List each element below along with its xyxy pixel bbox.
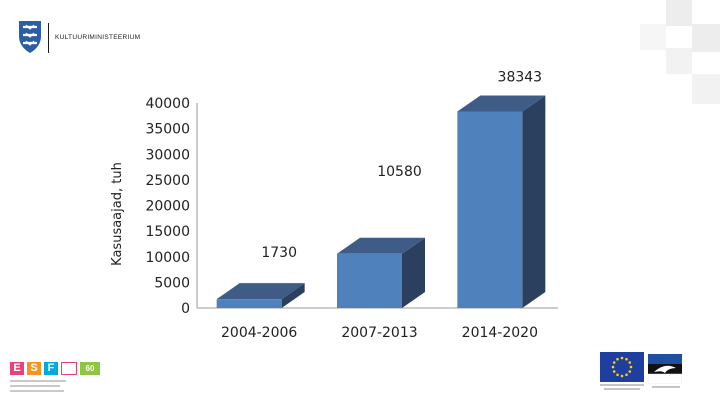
bars (216, 95, 546, 308)
eu-logos (600, 352, 690, 394)
eu-star (620, 374, 624, 378)
eu-star (620, 356, 624, 360)
esf-caption-line (10, 390, 64, 392)
eu-star (612, 370, 616, 373)
esf-letter-e: E (10, 362, 24, 375)
data-labels: 1730 10580 38343 (261, 69, 542, 261)
y-tick-label: 15000 (145, 224, 190, 240)
ministry-name: KULTUURIMINISTEERIUM (55, 34, 141, 41)
bar (457, 95, 546, 308)
data-label: 10580 (377, 164, 422, 180)
x-tick-label: 2004-2006 (221, 325, 297, 341)
eu-star (628, 370, 632, 373)
eu-star (625, 373, 628, 377)
esf-caption-line (10, 380, 66, 382)
data-label: 38343 (498, 69, 543, 85)
logo-divider (48, 23, 49, 53)
esf-logo: E S F 60 (10, 362, 102, 400)
bar-side-face (281, 283, 305, 308)
esf-60-badge: 60 (80, 362, 100, 375)
eu-star (611, 365, 615, 369)
eu-flag-icon (600, 352, 644, 382)
esf-letter-f: F (44, 362, 58, 375)
bar-top-face (216, 283, 305, 300)
eu-caption-line (600, 384, 644, 386)
data-label: 1730 (261, 245, 297, 261)
esf-letter-s: S (27, 362, 41, 375)
eu-caption-line (604, 388, 640, 390)
bar-front-face (216, 299, 282, 308)
bar-front-face (457, 111, 523, 308)
y-ticks: 0 5000 10000 15000 20000 25000 30000 35000 40000 (145, 96, 190, 317)
bar (216, 283, 305, 308)
y-tick-label: 0 (181, 301, 190, 317)
bar-side-face (402, 237, 425, 308)
y-axis-label: Kasusaajad, tuh (110, 162, 125, 266)
eu-star (616, 357, 619, 361)
bar-top-face (457, 95, 546, 112)
bar-side-face (522, 95, 546, 308)
y-tick-label: 40000 (145, 96, 190, 112)
esf-caption-line (10, 385, 60, 387)
eu-star (616, 373, 619, 377)
x-tick-label: 2014-2020 (462, 325, 538, 341)
partner-caption-line (652, 386, 680, 388)
estonian-coat-of-arms-icon (19, 21, 41, 53)
x-tick-label: 2007-2013 (341, 325, 417, 341)
y-tick-label: 35000 (145, 122, 190, 138)
decorative-squares (640, 0, 720, 104)
y-tick-label: 20000 (145, 199, 190, 215)
eu-star (628, 361, 632, 364)
eu-star (629, 365, 633, 369)
y-tick-label: 5000 (154, 275, 190, 291)
bar (337, 237, 425, 308)
x-tick-labels: 2004-2006 2007-2013 2014-2020 (221, 325, 538, 341)
swallow-emblem-icon (648, 354, 682, 384)
y-tick-label: 30000 (145, 147, 190, 163)
eu-star (625, 357, 628, 361)
esf-logo-square (61, 362, 77, 375)
eu-star (612, 361, 616, 364)
bar-top-face (337, 237, 425, 254)
y-tick-label: 10000 (145, 250, 190, 266)
bar-front-face (337, 253, 402, 308)
y-tick-label: 25000 (145, 173, 190, 189)
